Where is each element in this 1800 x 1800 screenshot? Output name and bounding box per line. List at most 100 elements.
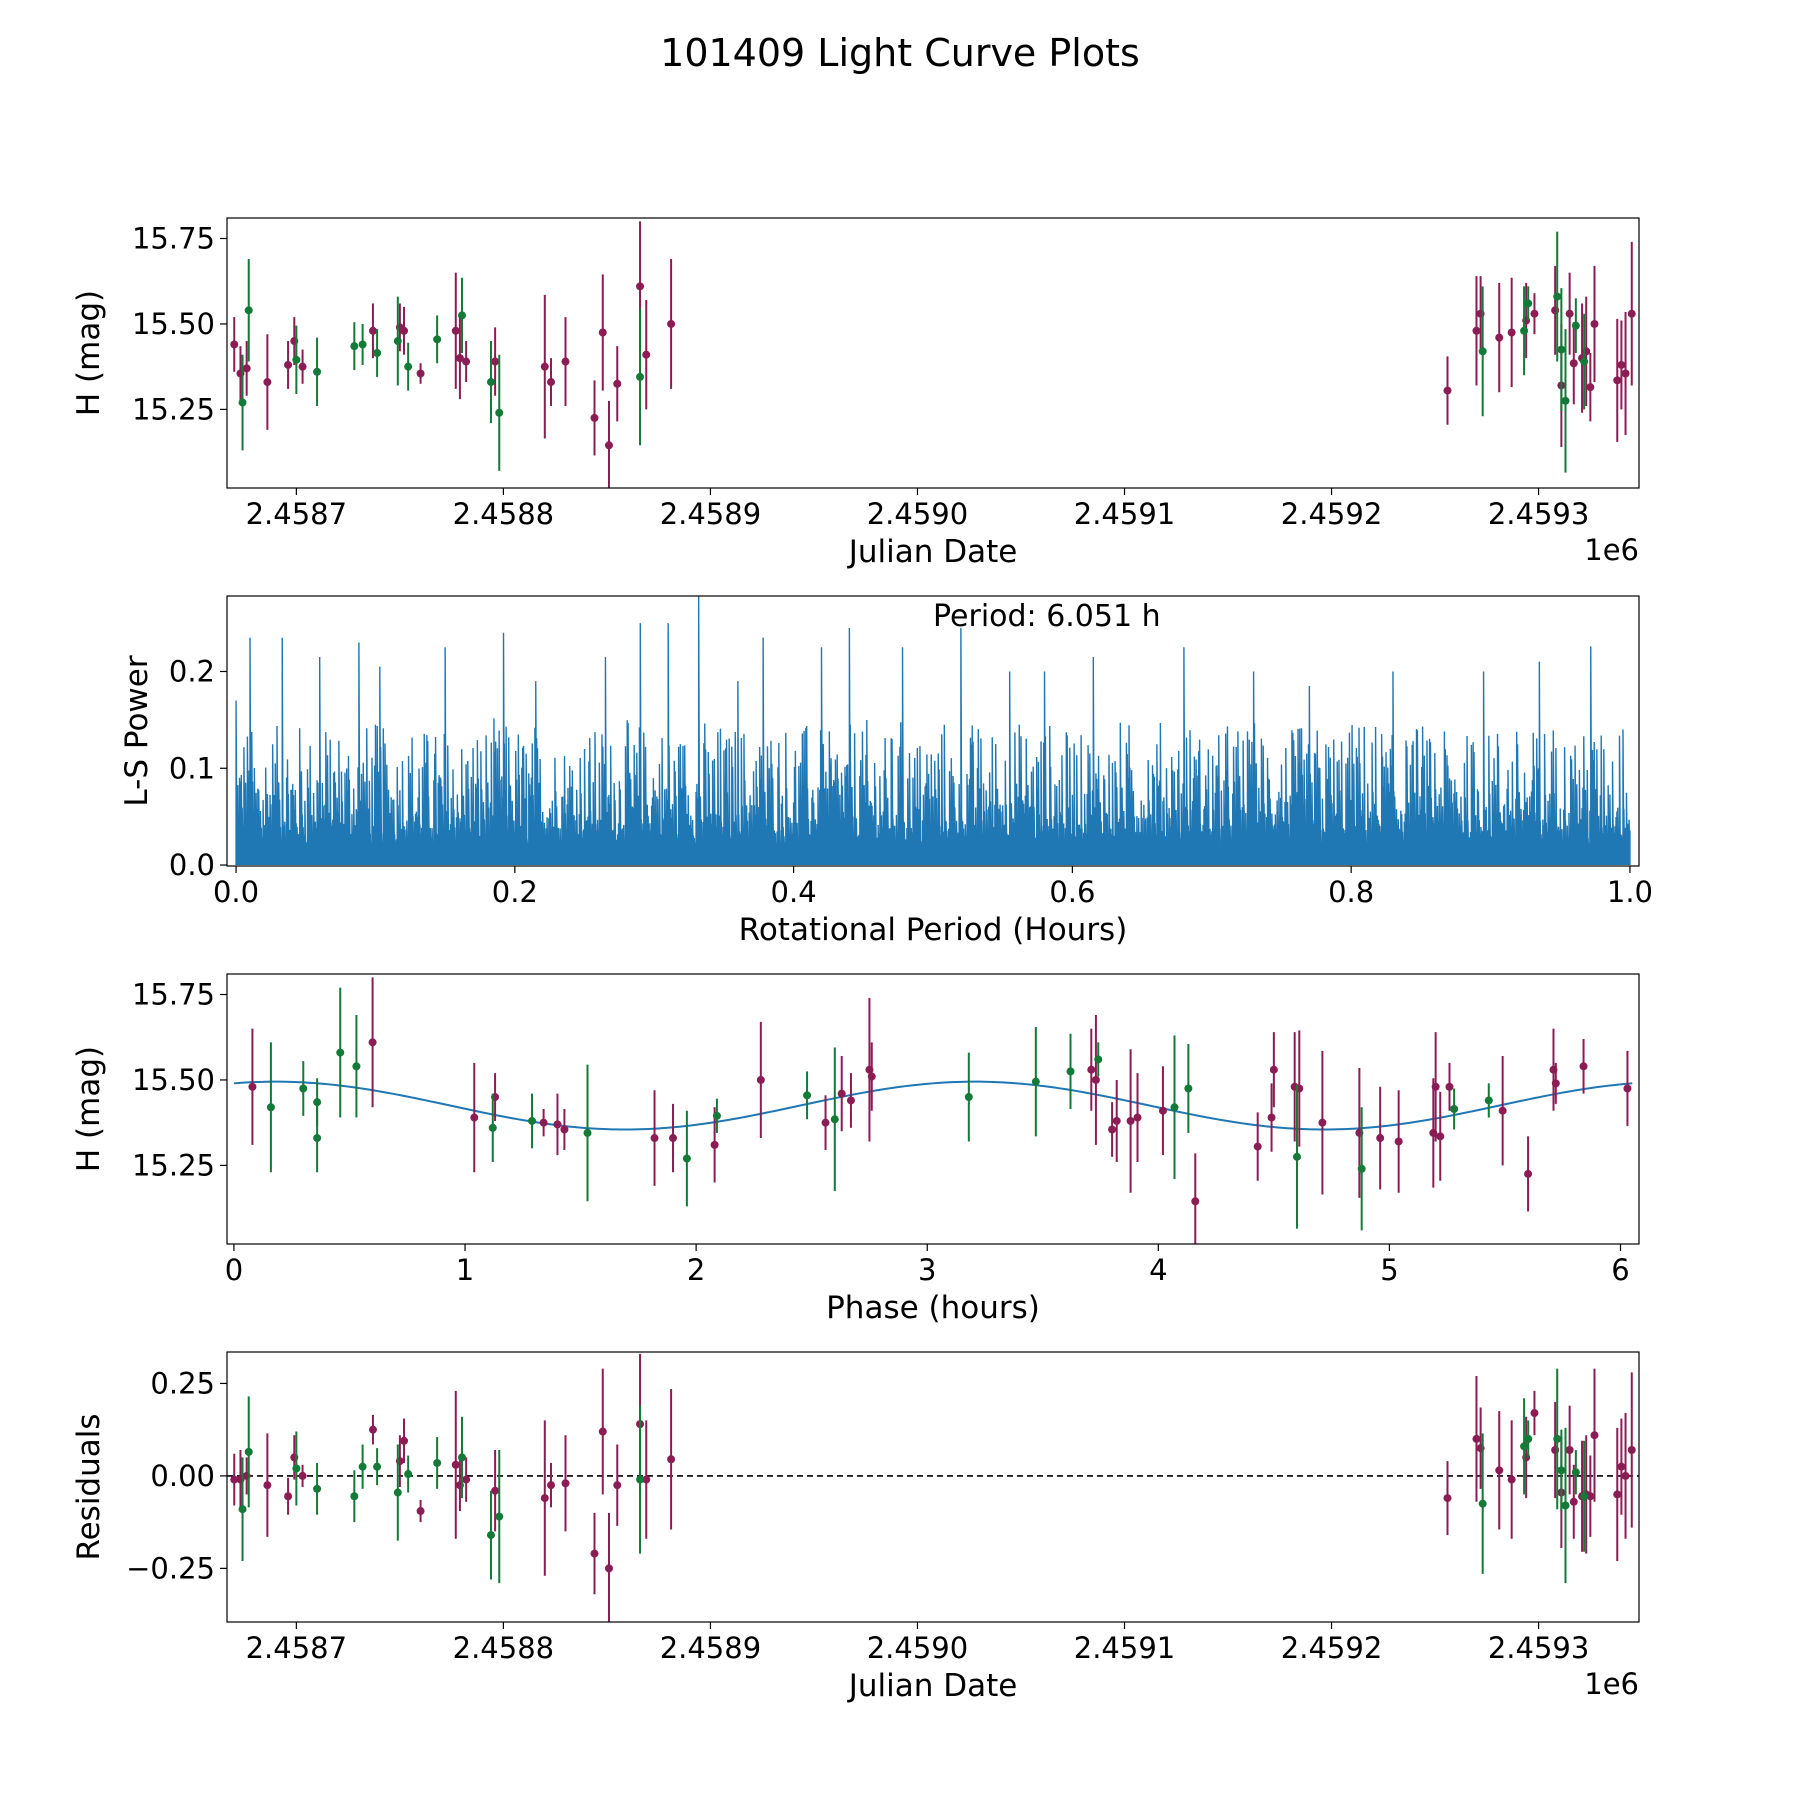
x-tick-label: 3 [918, 1253, 936, 1287]
data-point-r [462, 1475, 471, 1484]
data-point-r [650, 1134, 659, 1143]
data-point-r [263, 1481, 272, 1490]
data-point-r [1253, 1142, 1262, 1151]
x-axis-label: Rotational Period (Hours) [739, 912, 1128, 948]
data-point-r [451, 326, 460, 335]
data-point-g [1478, 1499, 1487, 1508]
data-point-g [238, 1505, 247, 1514]
data-point-r [368, 1038, 377, 1047]
data-point-g [350, 1492, 359, 1501]
data-point-r [561, 357, 570, 366]
x-tick-label: 1.0 [1607, 875, 1653, 909]
phased-plot-area [233, 977, 1633, 1244]
data-point-r [1495, 333, 1504, 342]
data-point-g [1553, 292, 1562, 301]
data-point-r [553, 1120, 562, 1129]
y-tick-label: 15.50 [132, 1063, 215, 1097]
data-point-g [1571, 1468, 1580, 1477]
data-point-r [416, 369, 425, 378]
data-point-g [358, 340, 367, 349]
data-point-g [528, 1116, 537, 1125]
x-tick-label: 2.4591 [1074, 497, 1175, 531]
data-point-g [313, 1098, 322, 1107]
x-tick-label: 2.4591 [1074, 1631, 1175, 1665]
data-point-r [298, 362, 307, 371]
data-point-r [821, 1118, 830, 1127]
data-point-g [1524, 1434, 1533, 1443]
data-point-g [393, 337, 402, 346]
data-point-g [1066, 1067, 1075, 1076]
x-tick-label: 2.4587 [246, 497, 347, 531]
data-point-r [1586, 1492, 1595, 1501]
data-point-g [433, 335, 442, 344]
x-offset-label: 1e6 [1584, 533, 1639, 567]
x-tick-label: 5 [1380, 1253, 1398, 1287]
data-point-r [416, 1507, 425, 1516]
data-point-r [284, 360, 293, 369]
y-axis-label: H (mag) [71, 290, 107, 416]
data-point-g [495, 408, 504, 417]
data-point-r [1443, 1494, 1452, 1503]
lightcurve-plot-area [230, 221, 1636, 488]
periodogram-frame [226, 595, 1640, 867]
phased-panel: 0 1 2 3 4 5 6 15.25 15.50 15.75 Phase (hours) H (ma… [71, 973, 1640, 1326]
data-point-r [867, 1072, 876, 1081]
data-point-r [1613, 1490, 1622, 1499]
data-point-g [964, 1093, 973, 1102]
data-point-r [230, 1475, 239, 1484]
data-point-g [313, 1134, 322, 1143]
data-point-g [712, 1111, 721, 1120]
data-point-g [1580, 357, 1589, 366]
data-point-r [284, 1492, 293, 1501]
data-point-r [1590, 319, 1599, 328]
x-tick-label: 2.4589 [660, 497, 761, 531]
data-point-r [1394, 1137, 1403, 1146]
data-point-r [1621, 369, 1630, 378]
data-point-g [313, 367, 322, 376]
data-point-r [455, 354, 464, 363]
data-point-r [1112, 1116, 1121, 1125]
data-point-g [373, 349, 382, 357]
data-point-r [1579, 1062, 1588, 1071]
data-point-g [1478, 347, 1487, 356]
data-point-r [604, 1564, 613, 1573]
data-point-g [1553, 1434, 1562, 1443]
data-point-g [1520, 1442, 1529, 1451]
data-point-g [830, 1115, 839, 1124]
data-point-r [298, 1471, 307, 1480]
data-point-g [1484, 1096, 1493, 1105]
data-point-r [462, 357, 471, 366]
data-point-r [1376, 1134, 1385, 1143]
x-tick-label: 0.2 [492, 875, 538, 909]
data-point-r [1498, 1106, 1507, 1115]
y-tick-label: 15.25 [132, 1148, 215, 1182]
x-tick-label: 2.4593 [1488, 1631, 1589, 1665]
y-tick-label: 15.75 [132, 222, 215, 256]
data-point-g [313, 1484, 322, 1493]
data-point-g [350, 342, 359, 351]
x-tick-label: 2 [687, 1253, 705, 1287]
data-point-r [1530, 1409, 1539, 1418]
data-point-r [613, 379, 622, 388]
data-point-r [491, 1486, 500, 1495]
y-tick-label: 0.1 [169, 751, 215, 785]
x-tick-label: 0.6 [1049, 875, 1095, 909]
data-point-g [1292, 1152, 1301, 1161]
data-point-r [230, 340, 239, 349]
data-point-g [486, 378, 495, 387]
x-tick-label: 0.0 [213, 875, 259, 909]
x-tick-label: 2.4592 [1281, 497, 1382, 531]
y-tick-label: 0.25 [150, 1366, 215, 1400]
data-point-r [756, 1075, 765, 1084]
y-tick-label: 0.00 [150, 1459, 215, 1493]
data-point-r [1269, 1065, 1278, 1074]
data-point-r [667, 1455, 676, 1464]
data-point-r [248, 1082, 257, 1091]
data-point-g [373, 1462, 382, 1471]
data-point-g [636, 372, 645, 381]
data-point-g [1094, 1055, 1103, 1064]
data-point-r [1569, 359, 1578, 368]
x-tick-label: 2.4590 [867, 1631, 968, 1665]
data-point-g [1031, 1077, 1040, 1086]
